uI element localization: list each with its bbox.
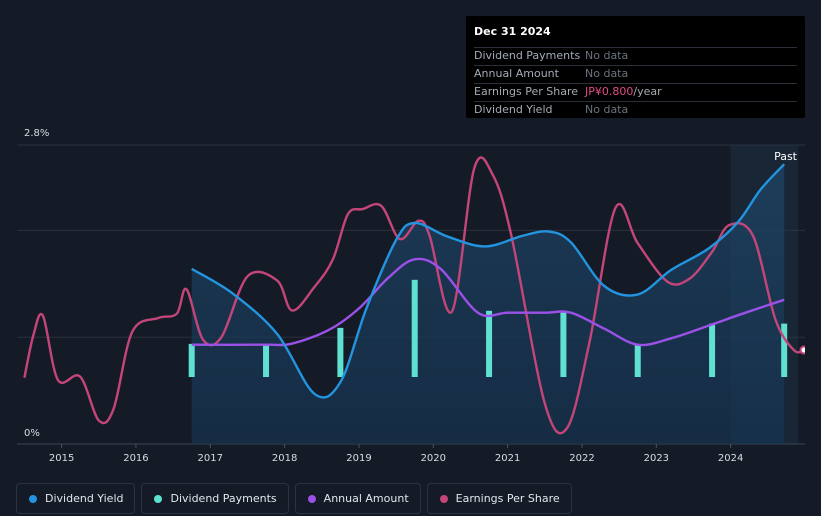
legend-dot-icon (154, 494, 163, 503)
dividend-yield-line (191, 163, 786, 399)
dividend-payment-bar (411, 279, 418, 377)
legend-label: Annual Amount (323, 492, 409, 505)
tooltip: Dec 31 2024 Dividend Payments No data An… (466, 16, 805, 118)
x-tick-label: 2022 (569, 453, 594, 464)
tooltip-value: JP¥0.800/year (585, 84, 662, 101)
x-tick-label: 2015 (49, 453, 74, 464)
dividend-payment-bar (560, 310, 567, 377)
x-tick-label: 2018 (272, 453, 297, 464)
y-tick-label: 0% (24, 428, 40, 439)
eps-value: JP¥0.800 (585, 85, 634, 98)
x-tick-label: 2019 (346, 453, 371, 464)
tooltip-value: No data (585, 67, 629, 80)
x-tick-label: 2023 (644, 453, 669, 464)
x-tick-label: 2020 (421, 453, 446, 464)
tooltip-row-dividend-yield: Dividend Yield No data (474, 101, 797, 119)
dividend-payment-bar (263, 343, 270, 377)
tooltip-label: Dividend Yield (474, 103, 553, 116)
chart-legend: Dividend Yield Dividend Payments Annual … (16, 483, 572, 514)
dividend-payment-bar (709, 323, 716, 377)
dividend-payment-bar (188, 343, 195, 377)
dividend-payment-bar (634, 343, 641, 377)
legend-label: Dividend Payments (170, 492, 277, 505)
y-tick-label: 2.8% (24, 128, 49, 139)
x-tick-label: 2017 (198, 453, 223, 464)
legend-dot-icon (439, 494, 448, 503)
tooltip-value: No data (585, 49, 629, 62)
legend-dot-icon (307, 494, 316, 503)
x-tick-label: 2024 (718, 453, 743, 464)
tooltip-label: Annual Amount (474, 67, 559, 80)
legend-earnings-per-share[interactable]: Earnings Per Share (426, 483, 572, 514)
eps-end-marker (799, 345, 805, 355)
legend-dot-icon (29, 494, 37, 503)
legend-annual-amount[interactable]: Annual Amount (294, 483, 421, 514)
legend-dividend-payments[interactable]: Dividend Payments (141, 483, 289, 514)
tooltip-label: Dividend Payments (474, 49, 581, 62)
legend-label: Earnings Per Share (455, 492, 560, 505)
dividend-yield-area (191, 164, 785, 444)
dividend-payment-bar (486, 310, 493, 377)
legend-dividend-yield[interactable]: Dividend Yield (16, 483, 136, 514)
dividend-payment-bar (781, 323, 788, 377)
x-tick-label: 2021 (495, 453, 520, 464)
earnings-per-share-line (23, 156, 805, 435)
dividend-payment-bar (337, 327, 344, 377)
tooltip-date: Dec 31 2024 (474, 25, 551, 38)
tooltip-row-eps: Earnings Per Share JP¥0.800/year (474, 83, 797, 101)
past-label: Past (774, 150, 798, 163)
eps-unit: /year (633, 85, 662, 98)
tooltip-row-dividend-payments: Dividend Payments No data (474, 47, 797, 65)
tooltip-label: Earnings Per Share (474, 85, 579, 98)
legend-label: Dividend Yield (45, 492, 124, 505)
x-tick-label: 2016 (123, 453, 148, 464)
tooltip-row-annual-amount: Annual Amount No data (474, 65, 797, 83)
annual-amount-line (191, 257, 785, 347)
tooltip-value: No data (585, 103, 629, 116)
